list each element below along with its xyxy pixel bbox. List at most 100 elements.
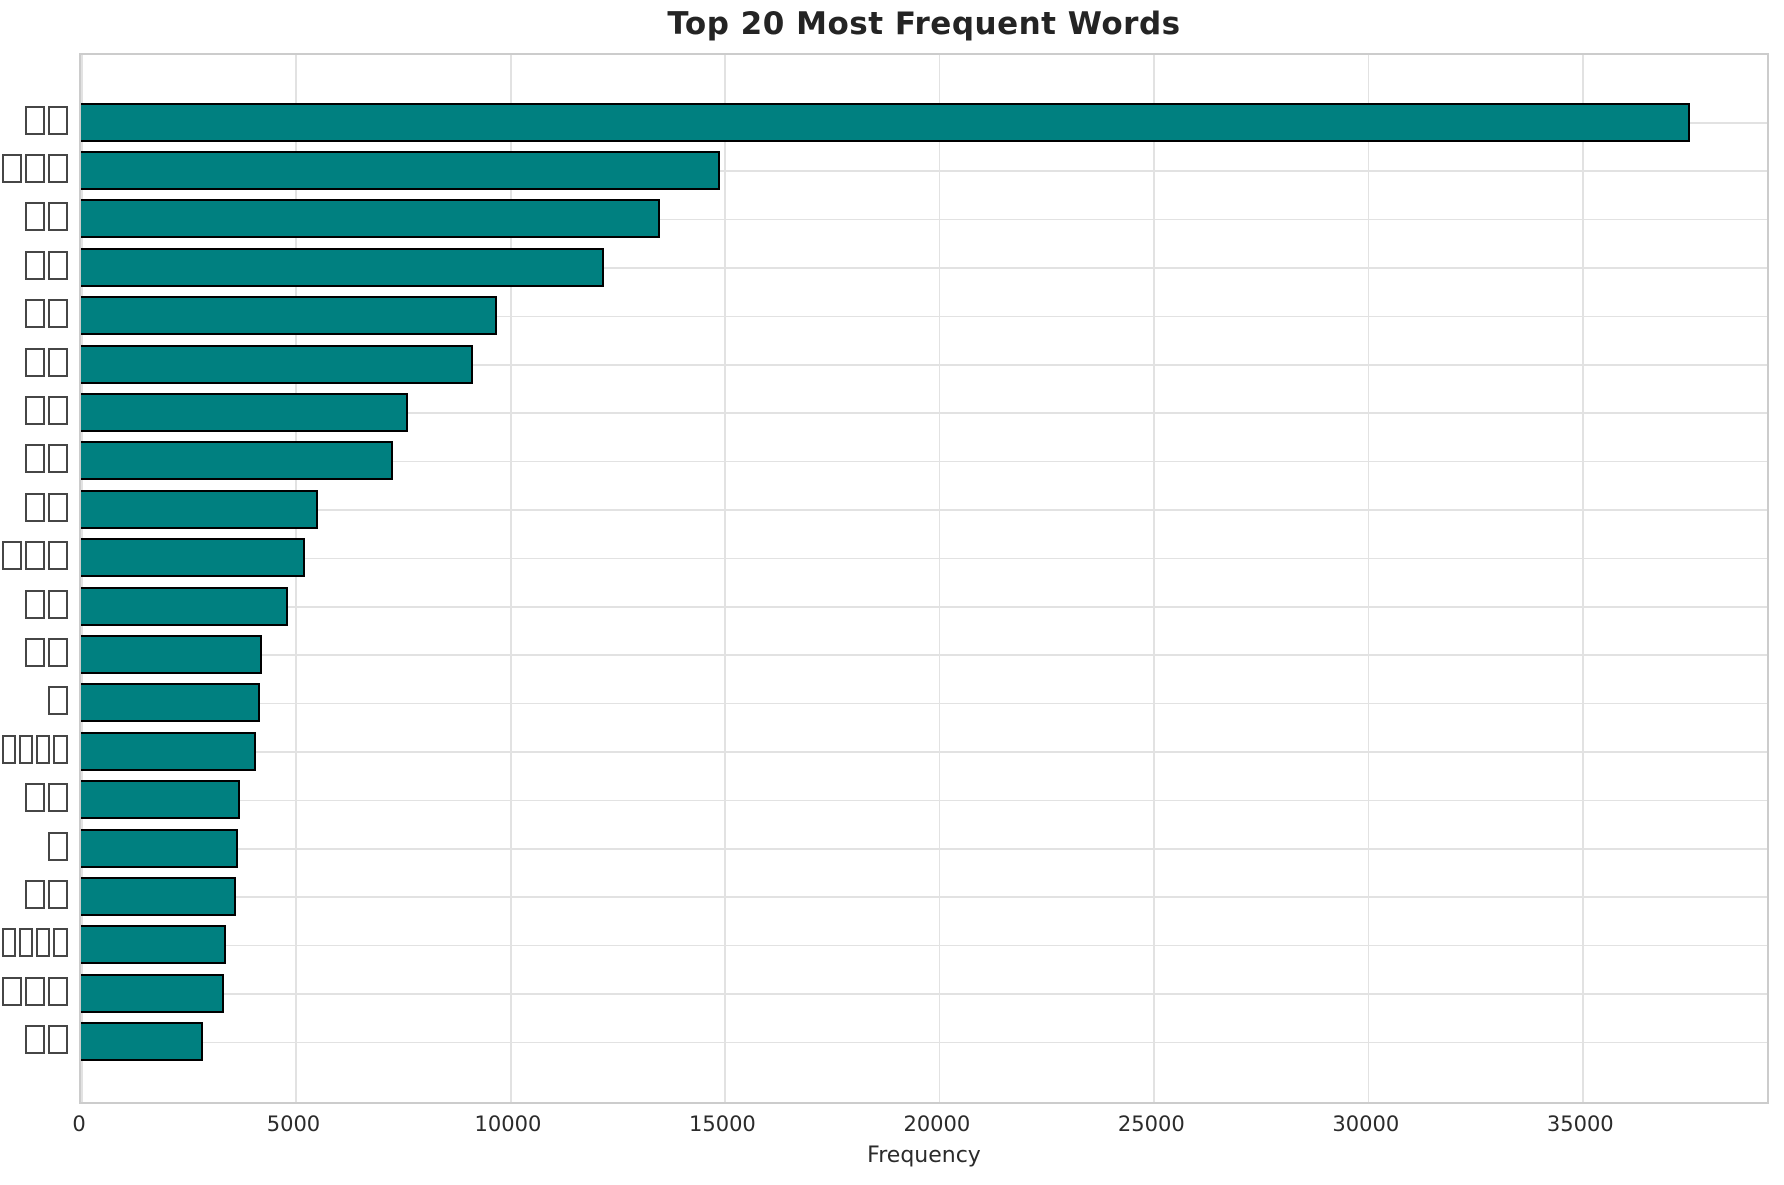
bar <box>81 344 474 384</box>
vertical-gridline <box>509 55 512 1102</box>
bar <box>81 780 240 820</box>
bar <box>81 199 661 239</box>
x-axis-label: Frequency <box>867 1143 981 1168</box>
tofu-glyph-icon <box>47 299 68 329</box>
bar <box>81 586 288 626</box>
y-tick-label <box>0 298 69 330</box>
vertical-gridline <box>1582 55 1584 1102</box>
bar <box>81 876 236 916</box>
x-tick-label: 20000 <box>903 1112 971 1136</box>
x-tick-label: 10000 <box>474 1112 542 1136</box>
vertical-gridline <box>81 55 83 1102</box>
y-tick-label <box>0 394 69 426</box>
tofu-glyph-icon <box>24 299 45 329</box>
tofu-glyph-icon <box>47 541 68 571</box>
horizontal-gridline <box>81 509 1767 511</box>
bar <box>81 296 498 336</box>
x-tick-label: 15000 <box>688 1112 756 1136</box>
horizontal-gridline <box>81 606 1767 608</box>
tofu-glyph-icon <box>24 105 45 135</box>
tofu-glyph-icon <box>24 541 45 571</box>
chart-title: Top 20 Most Frequent Words <box>667 6 1181 42</box>
y-tick-label <box>0 152 69 184</box>
y-tick-label <box>0 540 69 572</box>
tofu-glyph-icon <box>24 637 45 667</box>
tofu-glyph-icon <box>47 976 68 1006</box>
vertical-gridline <box>724 55 726 1102</box>
tofu-glyph-icon <box>47 105 68 135</box>
tofu-glyph-icon <box>24 589 45 619</box>
y-tick-label <box>0 927 69 959</box>
y-tick-label <box>0 1024 69 1056</box>
bar <box>81 973 224 1013</box>
horizontal-gridline <box>81 702 1767 705</box>
tofu-glyph-icon <box>1 928 16 958</box>
tofu-glyph-icon <box>24 250 45 280</box>
tofu-glyph-icon <box>24 347 45 377</box>
tofu-glyph-icon <box>53 734 68 764</box>
tofu-glyph-icon <box>47 153 68 183</box>
y-tick-label <box>0 346 69 378</box>
tofu-glyph-icon <box>47 831 68 861</box>
horizontal-gridline <box>81 848 1767 850</box>
bar <box>81 925 226 965</box>
horizontal-gridline <box>81 654 1767 656</box>
y-tick-label <box>0 975 69 1007</box>
tofu-glyph-icon <box>47 686 68 716</box>
bar <box>81 1022 203 1062</box>
y-tick-label <box>0 830 69 862</box>
tofu-glyph-icon <box>1 976 22 1006</box>
tofu-glyph-icon <box>24 153 45 183</box>
tofu-glyph-icon <box>24 783 45 813</box>
tofu-glyph-icon <box>18 734 33 764</box>
bar <box>81 538 305 578</box>
tofu-glyph-icon <box>24 395 45 425</box>
bar <box>81 102 1690 142</box>
tofu-glyph-icon <box>47 637 68 667</box>
tofu-glyph-icon <box>1 734 16 764</box>
y-tick-label <box>0 443 69 475</box>
vertical-gridline <box>938 55 941 1102</box>
horizontal-gridline <box>81 218 1767 221</box>
bar <box>81 441 394 481</box>
tofu-glyph-icon <box>47 250 68 280</box>
tofu-glyph-icon <box>18 928 33 958</box>
tofu-glyph-icon <box>36 928 51 958</box>
x-tick-label: 0 <box>72 1112 86 1136</box>
horizontal-gridline <box>81 944 1767 947</box>
tofu-glyph-icon <box>47 783 68 813</box>
tofu-glyph-icon <box>1 153 22 183</box>
y-tick-label <box>0 782 69 814</box>
tofu-glyph-icon <box>47 879 68 909</box>
tofu-glyph-icon <box>24 879 45 909</box>
bar <box>81 634 262 674</box>
x-tick-label: 35000 <box>1546 1112 1614 1136</box>
horizontal-gridline <box>81 993 1767 995</box>
y-tick-label <box>0 685 69 717</box>
y-tick-label <box>0 588 69 620</box>
x-tick-label: 5000 <box>266 1112 321 1136</box>
tofu-glyph-icon <box>47 395 68 425</box>
bar <box>81 247 605 287</box>
tofu-glyph-icon <box>53 928 68 958</box>
tofu-glyph-icon <box>1 541 22 571</box>
vertical-gridline <box>1367 55 1370 1102</box>
y-tick-label <box>0 104 69 136</box>
horizontal-gridline <box>81 267 1767 269</box>
x-tick-label: 25000 <box>1117 1112 1185 1136</box>
tofu-glyph-icon <box>47 202 68 232</box>
tofu-glyph-icon <box>47 347 68 377</box>
tofu-glyph-icon <box>47 1025 68 1055</box>
horizontal-gridline <box>81 1041 1767 1044</box>
bar <box>81 150 721 190</box>
y-tick-label <box>0 636 69 668</box>
plot-area <box>79 53 1769 1104</box>
horizontal-gridline <box>81 460 1767 463</box>
y-tick-label <box>0 249 69 281</box>
tofu-glyph-icon <box>36 734 51 764</box>
tofu-glyph-icon <box>24 202 45 232</box>
tofu-glyph-icon <box>47 444 68 474</box>
bar <box>81 828 238 868</box>
horizontal-gridline <box>81 412 1767 414</box>
tofu-glyph-icon <box>24 976 45 1006</box>
